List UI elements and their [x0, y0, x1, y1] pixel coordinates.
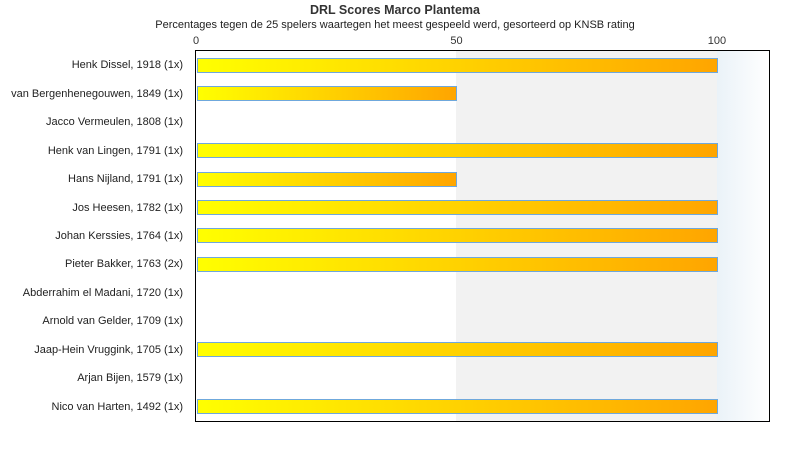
bar-row	[197, 79, 769, 107]
score-bar	[197, 256, 718, 272]
chart-title: DRL Scores Marco Plantema	[310, 3, 480, 17]
category-label: Henk Dissel, 1918 (1x)	[71, 59, 183, 72]
score-bar	[197, 143, 718, 159]
score-bar	[197, 399, 718, 415]
x-tick-label: 0	[192, 35, 200, 47]
score-bar	[197, 342, 718, 358]
score-bar	[197, 200, 718, 216]
bar-row	[197, 307, 769, 335]
bar-row	[197, 193, 769, 221]
bar-row	[197, 336, 769, 364]
category-label: Jacco Vermeulen, 1808 (1x)	[46, 116, 183, 129]
category-label: Abderrahim el Madani, 1720 (1x)	[22, 286, 183, 299]
category-label: Jaap-Hein Vruggink, 1705 (1x)	[34, 343, 183, 356]
plot-area	[195, 50, 770, 422]
bar-row	[197, 165, 769, 193]
bar-row	[197, 51, 769, 79]
x-tick-label: 100	[707, 35, 727, 47]
score-bar	[197, 86, 458, 102]
category-label: Arjan Bijen, 1579 (1x)	[77, 372, 183, 385]
category-label: Jos Heesen, 1782 (1x)	[72, 201, 183, 214]
category-label: Henk van Lingen, 1791 (1x)	[47, 144, 183, 157]
category-label: Pieter Bakker, 1763 (2x)	[64, 258, 183, 271]
category-label: Hans Nijland, 1791 (1x)	[68, 173, 183, 186]
score-bar	[197, 228, 718, 244]
category-label: van Bergenhenegouwen, 1849 (1x)	[11, 87, 183, 100]
bar-row	[197, 108, 769, 136]
score-bar	[197, 171, 458, 187]
category-label: Arnold van Gelder, 1709 (1x)	[42, 315, 183, 328]
background-band-over-100	[716, 51, 769, 421]
bar-row	[197, 393, 769, 421]
chart-subtitle: Percentages tegen de 25 spelers waartege…	[155, 19, 635, 31]
bar-row	[197, 222, 769, 250]
bar-row	[197, 136, 769, 164]
bar-rows	[196, 51, 769, 421]
x-tick-label: 50	[450, 35, 463, 47]
bar-row	[197, 279, 769, 307]
bar-row	[197, 364, 769, 392]
category-label: Johan Kerssies, 1764 (1x)	[55, 229, 183, 242]
x-axis-ticks: 0 50 100	[192, 35, 769, 49]
bar-row	[197, 250, 769, 278]
y-axis-labels: Henk Dissel, 1918 (1x) van Bergenhenegouw…	[0, 50, 189, 422]
category-label: Nico van Harten, 1492 (1x)	[51, 400, 183, 413]
score-bar	[197, 57, 718, 73]
